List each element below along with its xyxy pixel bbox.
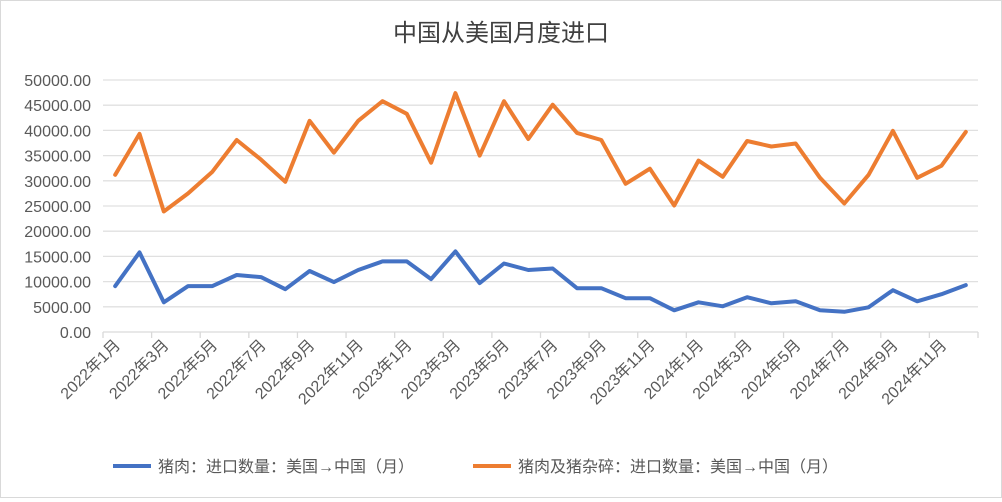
y-tick-label: 45000.00 [24,98,91,115]
series-lines [115,93,966,312]
y-tick-label: 20000.00 [24,224,91,241]
x-axis: 2022年1月2022年3月2022年5月2022年7月2022年9月2022年… [57,332,978,408]
y-tick-label: 15000.00 [24,249,91,266]
series-line-1 [115,93,966,211]
y-tick-label: 5000.00 [33,300,91,317]
y-tick-label: 30000.00 [24,174,91,191]
y-tick-label: 50000.00 [24,73,91,90]
y-tick-label: 25000.00 [24,199,91,216]
y-tick-label: 0.00 [60,325,91,342]
y-tick-label: 35000.00 [24,149,91,166]
legend-label-pork-offal: 猪肉及猪杂碎：进口数量：美国→中国（月） [518,458,838,476]
legend-label-pork: 猪肉：进口数量：美国→中国（月） [158,458,414,476]
y-tick-label: 10000.00 [24,275,91,292]
gridlines [103,80,978,332]
y-tick-label: 40000.00 [24,123,91,140]
legend: 猪肉：进口数量：美国→中国（月） 猪肉及猪杂碎：进口数量：美国→中国（月） [113,458,838,476]
chart-title: 中国从美国月度进口 [393,20,609,47]
y-axis: 0.00 5000.00 10000.00 15000.00 20000.00 25000… [24,73,91,342]
